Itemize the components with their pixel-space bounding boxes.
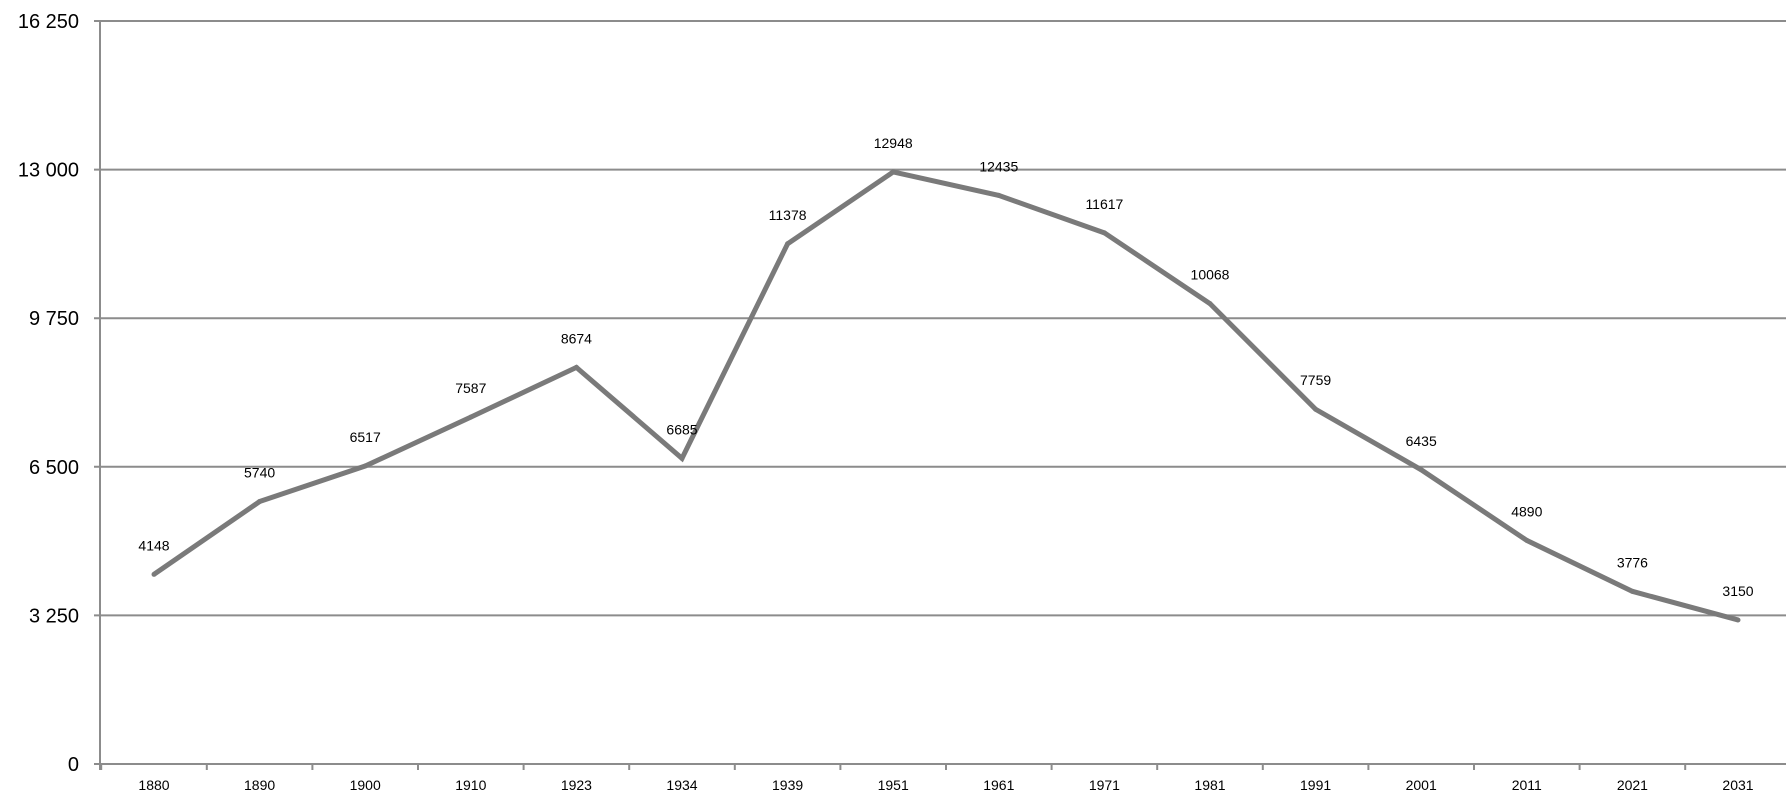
y-tick-label: 6 500	[29, 457, 79, 479]
x-tick-label: 1934	[666, 777, 697, 793]
data-label: 6517	[350, 429, 381, 445]
data-point	[1207, 301, 1213, 307]
x-axis-tick-labels: 1880 1890 1900 1910 1923 1934 1939 1951 1961 1971…	[138, 777, 1753, 793]
x-tick-label: 2001	[1406, 777, 1437, 793]
x-tick-label: 1939	[772, 777, 803, 793]
y-tick-label: 13 000	[18, 160, 79, 182]
y-tick-label: 3 250	[29, 605, 79, 627]
x-tick-label: 1900	[350, 777, 381, 793]
y-tick-label: 9 750	[29, 308, 79, 330]
data-point	[679, 455, 685, 461]
data-label: 4148	[138, 537, 169, 553]
data-label: 3776	[1617, 554, 1648, 570]
data-label: 12435	[979, 158, 1018, 174]
data-label: 11617	[1085, 196, 1123, 212]
data-point	[151, 571, 157, 577]
data-point	[573, 364, 579, 370]
x-tick-label: 2021	[1617, 777, 1648, 793]
series-line-0	[152, 169, 1739, 623]
data-label: 4890	[1511, 503, 1542, 519]
data-point	[1524, 537, 1530, 543]
data-label: 10068	[1191, 267, 1230, 283]
x-tick-label: 2031	[1722, 777, 1753, 793]
axes	[94, 20, 1786, 770]
x-tick-label: 1981	[1194, 777, 1225, 793]
data-label: 11378	[769, 207, 807, 223]
data-point	[362, 463, 368, 469]
x-tick-label: 1971	[1089, 777, 1120, 793]
data-label: 12948	[874, 135, 913, 151]
data-label: 7587	[455, 380, 486, 396]
gridlines	[94, 20, 1786, 617]
x-tick-label: 1890	[244, 777, 275, 793]
data-label: 8674	[561, 330, 592, 346]
y-axis-tick-labels: 0 3 250 6 500 9 750 13 000 16 250	[18, 11, 79, 776]
x-tick-label: 1961	[983, 777, 1014, 793]
data-point	[996, 192, 1002, 198]
data-point	[1101, 230, 1107, 236]
x-tick-label: 1951	[878, 777, 909, 793]
data-point	[1313, 406, 1319, 412]
data-point	[890, 169, 896, 175]
y-tick-label: 16 250	[18, 11, 79, 33]
data-label: 6685	[666, 421, 697, 437]
data-point	[1735, 617, 1741, 623]
series	[151, 169, 1741, 623]
x-tick-label: 2011	[1512, 777, 1542, 793]
data-label: 5740	[244, 465, 275, 481]
data-labels: 4148 5740 6517 7587 8674 6685 11378 12948 12435 1…	[138, 135, 1753, 599]
y-tick-label: 0	[68, 754, 79, 776]
data-label: 6435	[1406, 433, 1437, 449]
x-tick-label: 1923	[561, 777, 592, 793]
data-point	[468, 414, 474, 420]
x-tick-label: 1991	[1300, 777, 1331, 793]
data-point	[1418, 467, 1424, 473]
data-point	[1629, 588, 1635, 594]
x-tick-label: 1910	[455, 777, 486, 793]
data-point	[257, 499, 263, 505]
data-point	[785, 241, 791, 247]
data-label: 3150	[1722, 583, 1753, 599]
x-tick-label: 1880	[138, 777, 169, 793]
data-label: 7759	[1300, 372, 1331, 388]
